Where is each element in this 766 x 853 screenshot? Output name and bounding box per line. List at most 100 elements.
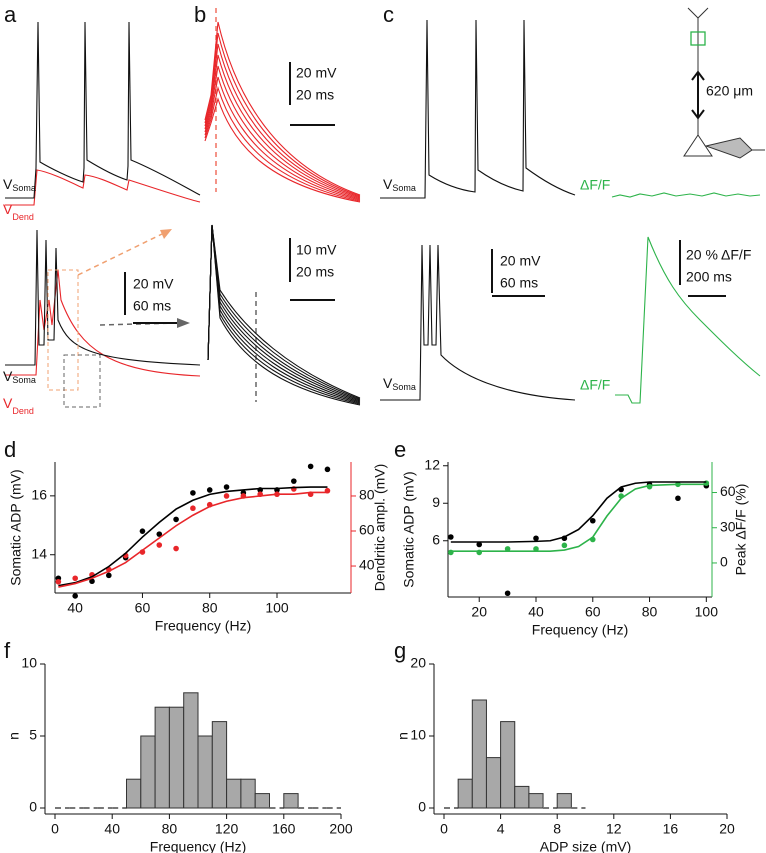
arrow-head: [177, 318, 190, 328]
data-point: [504, 590, 511, 597]
x-tick-label: 200: [329, 821, 353, 837]
data-point: [324, 466, 331, 473]
y-axis-title: Somatic ADP (mV): [8, 469, 24, 585]
soma-trace: [5, 229, 201, 366]
soma-trace: [380, 244, 576, 401]
data-point: [561, 542, 568, 549]
trace-label-v: V: [383, 176, 393, 192]
y2-tick-label: 60: [359, 522, 375, 538]
data-point: [533, 546, 539, 552]
x-tick-label: 40: [528, 604, 544, 620]
x-tick-label: 20: [471, 604, 487, 620]
trace-label: VSoma: [383, 176, 416, 194]
y-tick-label: 10: [410, 727, 426, 743]
trace-label: ΔF/F: [580, 377, 610, 393]
y-tick-label: 0: [29, 799, 37, 815]
x-tick-label: 40: [67, 600, 83, 616]
bar: [126, 778, 142, 809]
scale-bar: [124, 272, 177, 324]
soma-trace: [207, 224, 361, 399]
data-point: [72, 575, 78, 582]
y-axis-title: n: [6, 732, 22, 740]
y-tick-label: 0: [418, 799, 426, 815]
x-tick-label: 80: [642, 604, 658, 620]
scale-bar: [679, 240, 726, 297]
trace-label-sub: Soma: [392, 183, 416, 193]
soma-trace: [207, 224, 361, 406]
y-tick-label: 5: [29, 727, 37, 743]
panel-label: c: [383, 2, 394, 27]
y2-axis-title: Peak ΔF/F (%): [733, 484, 749, 576]
panel-c-traces: 20 mV 60 ms 20 % ΔF/F 200 ms VSoma VSoma…: [380, 7, 765, 404]
data-point: [72, 593, 78, 599]
bar: [528, 793, 544, 809]
trace-label: VSoma: [383, 375, 416, 393]
bar: [183, 692, 199, 809]
zoom-box: [63, 354, 101, 408]
x-axis-title: ADP size (mV): [540, 839, 632, 853]
data-point: [589, 517, 596, 524]
x-tick-label: 100: [265, 600, 289, 616]
x-tick-label: 16: [663, 821, 679, 837]
y-tick-label: 14: [31, 545, 47, 561]
scale-label: 20 % ΔF/F: [686, 247, 751, 263]
x-axis-title: Frequency (Hz): [155, 618, 251, 634]
dendrite-trace: [204, 76, 361, 201]
data-point: [55, 578, 62, 585]
calcium-trace: [615, 236, 761, 404]
dendrite-trace: [204, 85, 361, 202]
panel-label: b: [194, 2, 206, 27]
trace-label-v: V: [3, 201, 13, 217]
y-tick-label: 9: [432, 494, 440, 510]
x-axis-title: Frequency (Hz): [150, 839, 246, 853]
data-point: [156, 531, 163, 537]
scale-label: 10 mV: [296, 242, 337, 258]
trace-label: VDend: [3, 395, 34, 417]
data-point: [190, 505, 196, 512]
data-point: [173, 545, 179, 552]
distance-label: 620 μm: [706, 83, 753, 99]
fit-line: [58, 491, 328, 588]
panel-label: a: [4, 2, 17, 27]
pipette: [704, 137, 765, 159]
scale-label: 200 ms: [686, 269, 732, 285]
fit-line: [450, 481, 707, 543]
x-tick-label: 0: [440, 821, 448, 837]
y-axis-title: n: [395, 732, 411, 740]
bar: [154, 706, 170, 809]
x-tick-label: 160: [272, 821, 296, 837]
fit-line: [58, 486, 328, 587]
soma-trace: [207, 224, 361, 402]
scale-label: 20 mV: [296, 65, 337, 81]
bar: [240, 778, 256, 809]
x-tick-label: 12: [606, 821, 622, 837]
arrow: [77, 233, 163, 276]
bar: [556, 793, 572, 809]
arrow-head: [160, 229, 172, 239]
trace-label-sub: Soma: [12, 375, 36, 385]
data-point: [190, 490, 196, 496]
y-tick-label: 20: [410, 655, 426, 671]
dendrite-trace: [5, 169, 201, 206]
bar: [226, 778, 242, 809]
x-tick-label: 8: [553, 821, 561, 837]
bar: [514, 785, 530, 809]
y-tick-label: 16: [31, 487, 47, 503]
trace-label: VSoma: [3, 176, 36, 194]
y2-tick-label: 0: [720, 554, 728, 570]
y2-tick-label: 40: [359, 557, 375, 573]
x-tick-label: 80: [162, 821, 178, 837]
y2-tick-label: 80: [359, 487, 375, 503]
data-point: [106, 572, 112, 579]
bar: [471, 699, 487, 809]
data-point: [206, 487, 213, 493]
trace-label: VDend: [3, 201, 34, 223]
trace-label-sub: Soma: [12, 183, 36, 193]
bar: [140, 735, 156, 809]
dendrite-trace: [204, 97, 361, 203]
y-axis-title: Somatic ADP (mV): [401, 471, 417, 587]
y-tick-label: 6: [432, 531, 440, 547]
data-point: [675, 495, 681, 502]
dendrite-trace: [204, 54, 361, 199]
